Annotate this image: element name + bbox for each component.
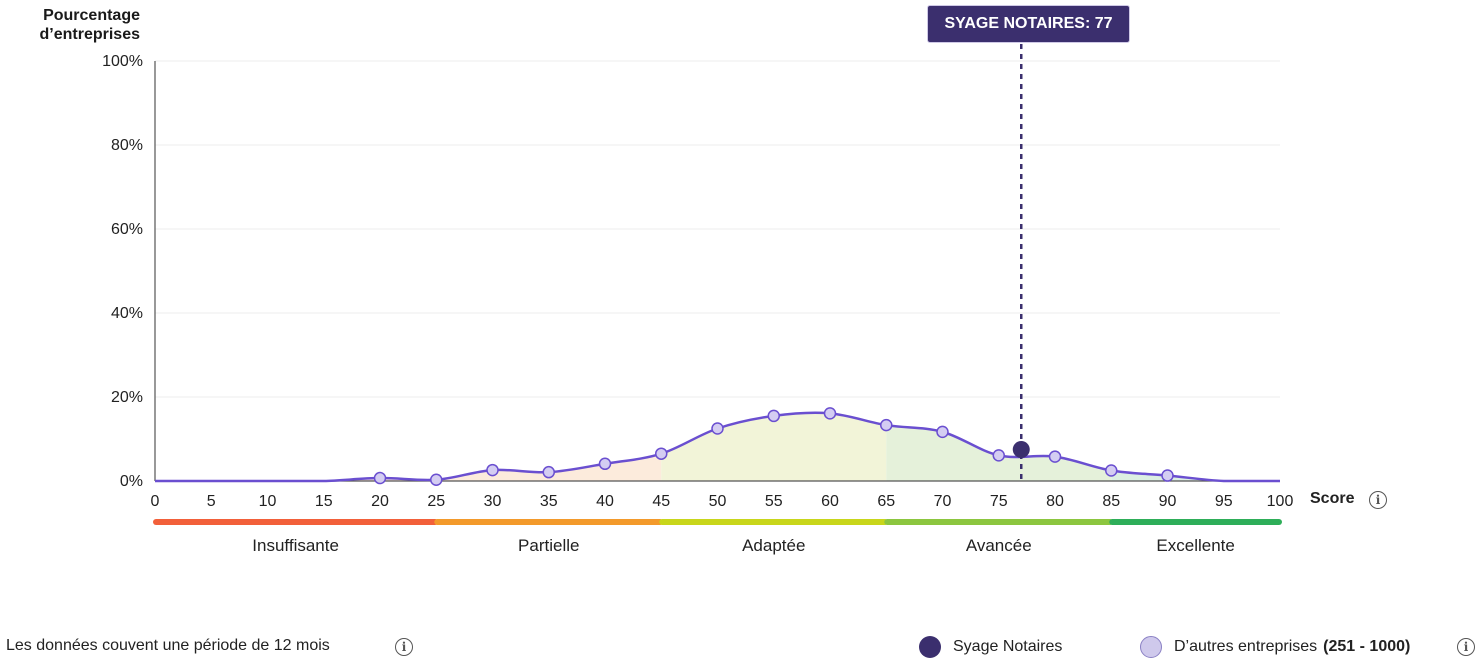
- x-tick-label: 85: [1102, 493, 1120, 510]
- band-label: Partielle: [518, 536, 579, 555]
- x-axis-title: Score: [1310, 490, 1355, 507]
- x-tick-label: 55: [765, 493, 783, 510]
- data-point: [711, 422, 724, 435]
- highlight-point: [1012, 441, 1030, 458]
- x-tick-label: 65: [877, 493, 895, 510]
- band-label: Avancée: [966, 536, 1032, 555]
- x-tick-label: 20: [371, 493, 389, 510]
- legend-highlight: Syage Notaires: [919, 636, 1062, 658]
- x-tick-label: 10: [259, 493, 277, 510]
- highlight-tooltip: SYAGE NOTAIRES: 77: [927, 5, 1130, 43]
- legend-others-label: D’autres entreprises: [1174, 638, 1318, 655]
- data-point: [430, 473, 443, 486]
- y-axis-title: Pourcentage d’entreprises: [39, 7, 140, 43]
- band-area-fill: [155, 412, 437, 481]
- x-tick-label: 45: [652, 493, 670, 510]
- x-tick-label: 95: [1215, 493, 1233, 510]
- data-point: [936, 425, 949, 439]
- x-tick-label: 50: [709, 493, 727, 510]
- score-info-icon[interactable]: i: [1369, 491, 1387, 509]
- data-point: [823, 407, 837, 420]
- x-tick-label: 70: [934, 493, 952, 510]
- y-tick-label: 60%: [111, 221, 143, 238]
- y-tick-label: 0%: [120, 473, 143, 490]
- data-point: [1048, 450, 1062, 463]
- band-area-fill: [1111, 412, 1280, 481]
- legend-others-marker: [1140, 636, 1162, 658]
- band-label: Insuffisante: [252, 536, 339, 555]
- x-tick-label: 90: [1159, 493, 1177, 510]
- y-tick-label: 80%: [111, 137, 143, 154]
- x-tick-label: 60: [821, 493, 839, 510]
- data-point: [767, 409, 780, 423]
- y-tick-label: 20%: [111, 389, 143, 406]
- x-tick-label: 40: [596, 493, 614, 510]
- band-area-fill: [886, 412, 1112, 481]
- data-point: [486, 463, 499, 477]
- data-point: [880, 418, 893, 432]
- data-point: [598, 457, 612, 471]
- band-area-fill: [436, 412, 662, 481]
- data-point: [655, 447, 668, 460]
- y-tick-label: 100%: [102, 53, 143, 70]
- legend-highlight-label: Syage Notaires: [953, 638, 1063, 655]
- legend-others-range: (251 - 1000): [1323, 638, 1411, 655]
- x-tick-label: 35: [540, 493, 558, 510]
- data-point: [992, 449, 1005, 462]
- data-point: [373, 471, 387, 485]
- legend-highlight-marker: [919, 636, 941, 658]
- x-tick-label: 15: [315, 493, 333, 510]
- period-info-icon[interactable]: i: [395, 638, 413, 656]
- x-tick-label: 0: [151, 493, 160, 510]
- data-point: [542, 465, 555, 479]
- x-tick-label: 5: [207, 493, 216, 510]
- x-tick-label: 80: [1046, 493, 1064, 510]
- data-point: [1161, 469, 1174, 482]
- data-point: [1105, 464, 1118, 477]
- x-tick-label: 25: [427, 493, 445, 510]
- y-tick-label: 40%: [111, 305, 143, 322]
- x-tick-label: 100: [1267, 493, 1294, 510]
- band-label: Excellente: [1156, 536, 1234, 555]
- period-note-text: Les données couvent une période de 12 mo…: [6, 637, 330, 654]
- period-note: Les données couvent une période de 12 mo…: [6, 637, 330, 655]
- band-label: Adaptée: [742, 536, 805, 555]
- x-tick-label: 75: [990, 493, 1008, 510]
- x-tick-label: 30: [484, 493, 502, 510]
- legend-info-icon[interactable]: i: [1457, 638, 1475, 656]
- legend-others: D’autres entreprises (251 - 1000): [1140, 636, 1410, 658]
